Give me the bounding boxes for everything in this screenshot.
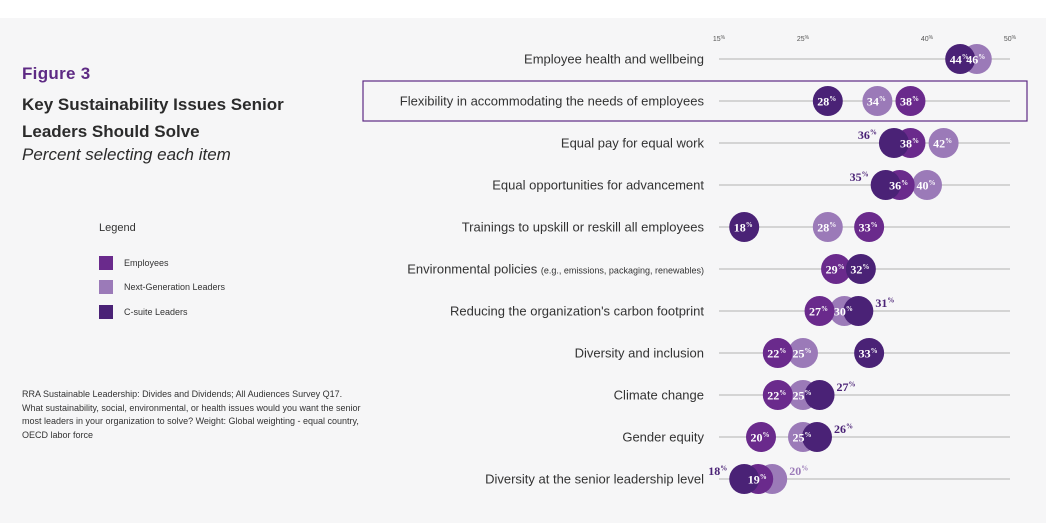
figure-label: Figure 3 xyxy=(22,64,91,83)
data-point-employees xyxy=(854,212,885,242)
row-label: Climate change xyxy=(614,388,704,403)
x-tick-label: 15% xyxy=(713,35,726,43)
legend-item-employees: Employees xyxy=(99,256,169,270)
data-point-csuite xyxy=(870,170,901,200)
x-tick-label: 50% xyxy=(1004,35,1017,43)
row-label: Reducing the organization's carbon footp… xyxy=(450,304,704,319)
highlight-box xyxy=(362,80,1028,122)
data-label-csuite: 26% xyxy=(834,422,853,436)
row-label: Trainings to upskill or reskill all empl… xyxy=(462,220,705,235)
source-note: RRA Sustainable Leadership: Divides and … xyxy=(22,389,361,440)
legend-swatch-employees xyxy=(99,256,113,270)
data-point-next_gen xyxy=(812,212,843,242)
data-point-csuite xyxy=(843,296,874,326)
legend-swatch-csuite xyxy=(99,305,113,319)
data-label-csuite: 27% xyxy=(837,380,856,394)
data-point-next_gen xyxy=(788,338,818,368)
data-point-csuite xyxy=(854,338,885,368)
x-tick-label: 25% xyxy=(797,35,810,43)
x-tick-label: 40% xyxy=(921,35,934,43)
row-label: Diversity and inclusion xyxy=(575,346,704,361)
data-point-csuite xyxy=(812,86,843,116)
data-label-next_gen: 20% xyxy=(789,464,808,478)
data-point-employees xyxy=(804,296,835,326)
row-label: Diversity at the senior leadership level xyxy=(485,472,704,487)
data-point-employees xyxy=(895,86,926,116)
data-point-next_gen xyxy=(862,86,893,116)
data-point-employees xyxy=(821,254,852,284)
legend-label-next-gen: Next-Generation Leaders xyxy=(124,282,226,292)
row-label: Equal opportunities for advancement xyxy=(492,178,704,193)
data-label-csuite: 35% xyxy=(850,170,869,184)
row-label: Gender equity xyxy=(622,430,704,445)
data-point-csuite xyxy=(729,212,760,242)
legend-title: Legend xyxy=(99,222,136,234)
data-point-next_gen xyxy=(912,170,942,200)
data-label-csuite: 36% xyxy=(858,128,877,142)
data-point-csuite xyxy=(945,44,976,74)
legend-item-next-gen: Next-Generation Leaders xyxy=(99,280,225,294)
legend-swatch-next-gen xyxy=(99,280,113,294)
data-point-csuite xyxy=(804,380,835,410)
data-point-csuite xyxy=(845,254,876,284)
chart-title: Key Sustainability Issues Senior Leaders… xyxy=(22,95,284,141)
data-point-employees xyxy=(746,422,776,452)
data-point-csuite xyxy=(878,128,909,158)
data-label-csuite: 31% xyxy=(875,296,894,310)
data-point-csuite xyxy=(729,464,760,494)
data-point-csuite xyxy=(802,422,832,452)
legend-label-employees: Employees xyxy=(124,258,169,268)
row-label: Environmental policies (e.g., emissions,… xyxy=(407,262,704,277)
legend-item-csuite: C-suite Leaders xyxy=(99,305,188,319)
chart-subtitle: Percent selecting each item xyxy=(22,145,231,164)
data-point-employees xyxy=(762,338,793,368)
row-label: Employee health and wellbeing xyxy=(524,52,704,67)
row-label: Flexibility in accommodating the needs o… xyxy=(400,94,705,109)
data-point-employees xyxy=(762,380,793,410)
data-point-next_gen xyxy=(928,128,959,158)
legend-label-csuite: C-suite Leaders xyxy=(124,307,188,317)
data-label-csuite: 18% xyxy=(708,464,727,478)
row-label: Equal pay for equal work xyxy=(561,136,705,151)
